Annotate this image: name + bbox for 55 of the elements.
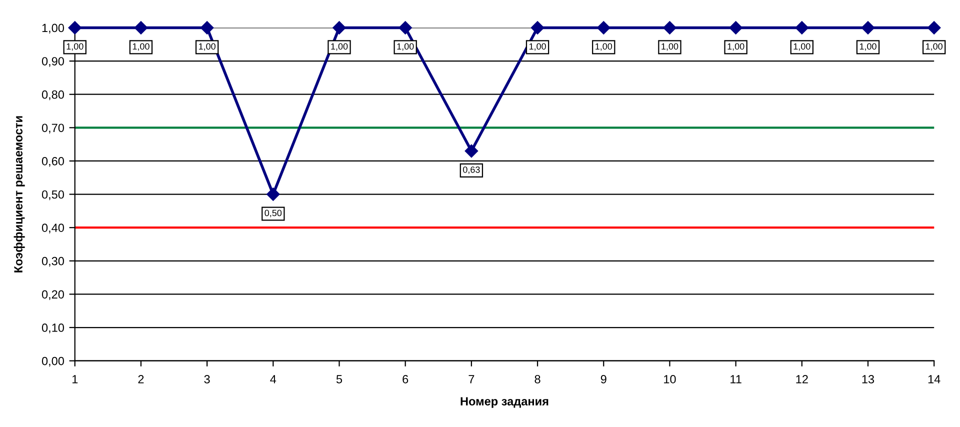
point: [861, 21, 875, 34]
x-tick-label: 1: [72, 375, 78, 384]
y-tick-label: 0,00: [42, 356, 64, 367]
x-tick-label: 10: [664, 375, 676, 384]
data-label: 1,00: [860, 43, 876, 51]
y-tick-label: 0,30: [42, 256, 64, 267]
x-tick-label: 12: [796, 375, 808, 384]
y-tick-label: 0,40: [42, 224, 64, 234]
data-label: 1,00: [728, 43, 744, 51]
x-tick-label: 9: [600, 375, 606, 384]
y-tick-label: 0,80: [42, 90, 64, 100]
point: [200, 21, 214, 34]
y-tick-label: 0,90: [42, 57, 64, 67]
x-tick-label: 11: [730, 375, 742, 384]
data-label: 0,63: [463, 166, 480, 174]
point: [68, 21, 82, 34]
data-label: 1,00: [397, 43, 414, 51]
x-tick-label: 8: [534, 375, 540, 384]
data-label: 1,00: [794, 43, 810, 51]
point: [464, 144, 478, 158]
point: [795, 21, 808, 34]
point: [729, 21, 742, 34]
x-tick-label: 2: [138, 375, 144, 384]
x-tick-label: 5: [336, 375, 342, 384]
y-tick-label: 1,00: [42, 24, 64, 34]
x-tick-label: 13: [862, 375, 874, 384]
point: [530, 21, 544, 34]
x-tick-label: 6: [402, 375, 408, 384]
point: [663, 21, 676, 34]
y-tick-label: 0,50: [42, 190, 64, 200]
data-label: 1,00: [662, 43, 678, 51]
data-label: 1,00: [331, 43, 348, 51]
point: [927, 21, 941, 34]
data-label: 1,00: [66, 43, 84, 51]
y-tick-label: 0,70: [42, 124, 64, 134]
x-tick-label: 7: [468, 375, 474, 384]
point: [332, 21, 346, 34]
data-label: 1,00: [132, 43, 150, 51]
x-axis-title: Номер задания: [460, 397, 548, 408]
data-label: 1,00: [198, 43, 216, 51]
y-axis-title: Коэффициент решаемости: [14, 116, 25, 272]
point: [266, 188, 280, 201]
y-tick-label: 0,20: [42, 290, 64, 300]
x-tick-label: 14: [928, 375, 940, 384]
point: [597, 21, 610, 34]
x-tick-label: 4: [270, 375, 276, 384]
y-tick-label: 0,60: [42, 157, 64, 167]
data-label: 1,00: [596, 43, 612, 51]
data-label: 0,50: [264, 210, 282, 218]
y-tick-label: 0,10: [42, 324, 64, 334]
x-tick-label: 3: [204, 375, 210, 384]
data-label: 1,00: [926, 43, 943, 51]
point: [134, 21, 148, 34]
point: [398, 21, 412, 34]
data-label: 1,00: [529, 43, 546, 51]
